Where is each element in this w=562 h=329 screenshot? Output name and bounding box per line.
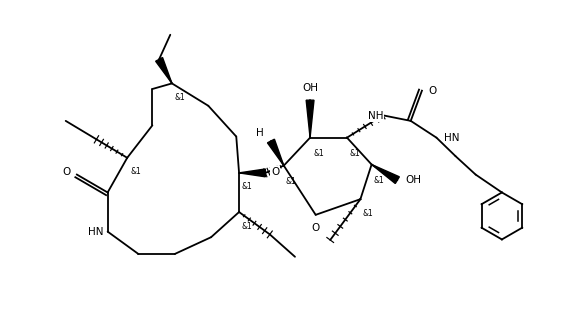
Text: &1: &1 xyxy=(175,93,185,102)
Text: &1: &1 xyxy=(285,177,296,186)
Text: O: O xyxy=(271,167,279,177)
Polygon shape xyxy=(306,100,314,138)
Text: O: O xyxy=(311,223,320,233)
Text: O: O xyxy=(62,167,70,177)
Text: &1: &1 xyxy=(349,149,360,158)
Text: HN: HN xyxy=(88,227,103,237)
Text: O: O xyxy=(429,86,437,96)
Text: OH: OH xyxy=(302,84,318,93)
Polygon shape xyxy=(371,164,400,184)
Text: H: H xyxy=(256,128,264,138)
Text: &1: &1 xyxy=(373,176,384,185)
Polygon shape xyxy=(239,169,265,177)
Text: &1: &1 xyxy=(242,182,252,191)
Text: &1: &1 xyxy=(130,167,140,176)
Text: &1: &1 xyxy=(242,221,252,231)
Text: NH: NH xyxy=(368,112,384,121)
Text: &1: &1 xyxy=(314,149,324,158)
Polygon shape xyxy=(268,139,284,165)
Text: OH: OH xyxy=(406,175,422,185)
Text: &1: &1 xyxy=(362,209,373,218)
Text: HN: HN xyxy=(445,133,460,143)
Polygon shape xyxy=(156,58,172,84)
